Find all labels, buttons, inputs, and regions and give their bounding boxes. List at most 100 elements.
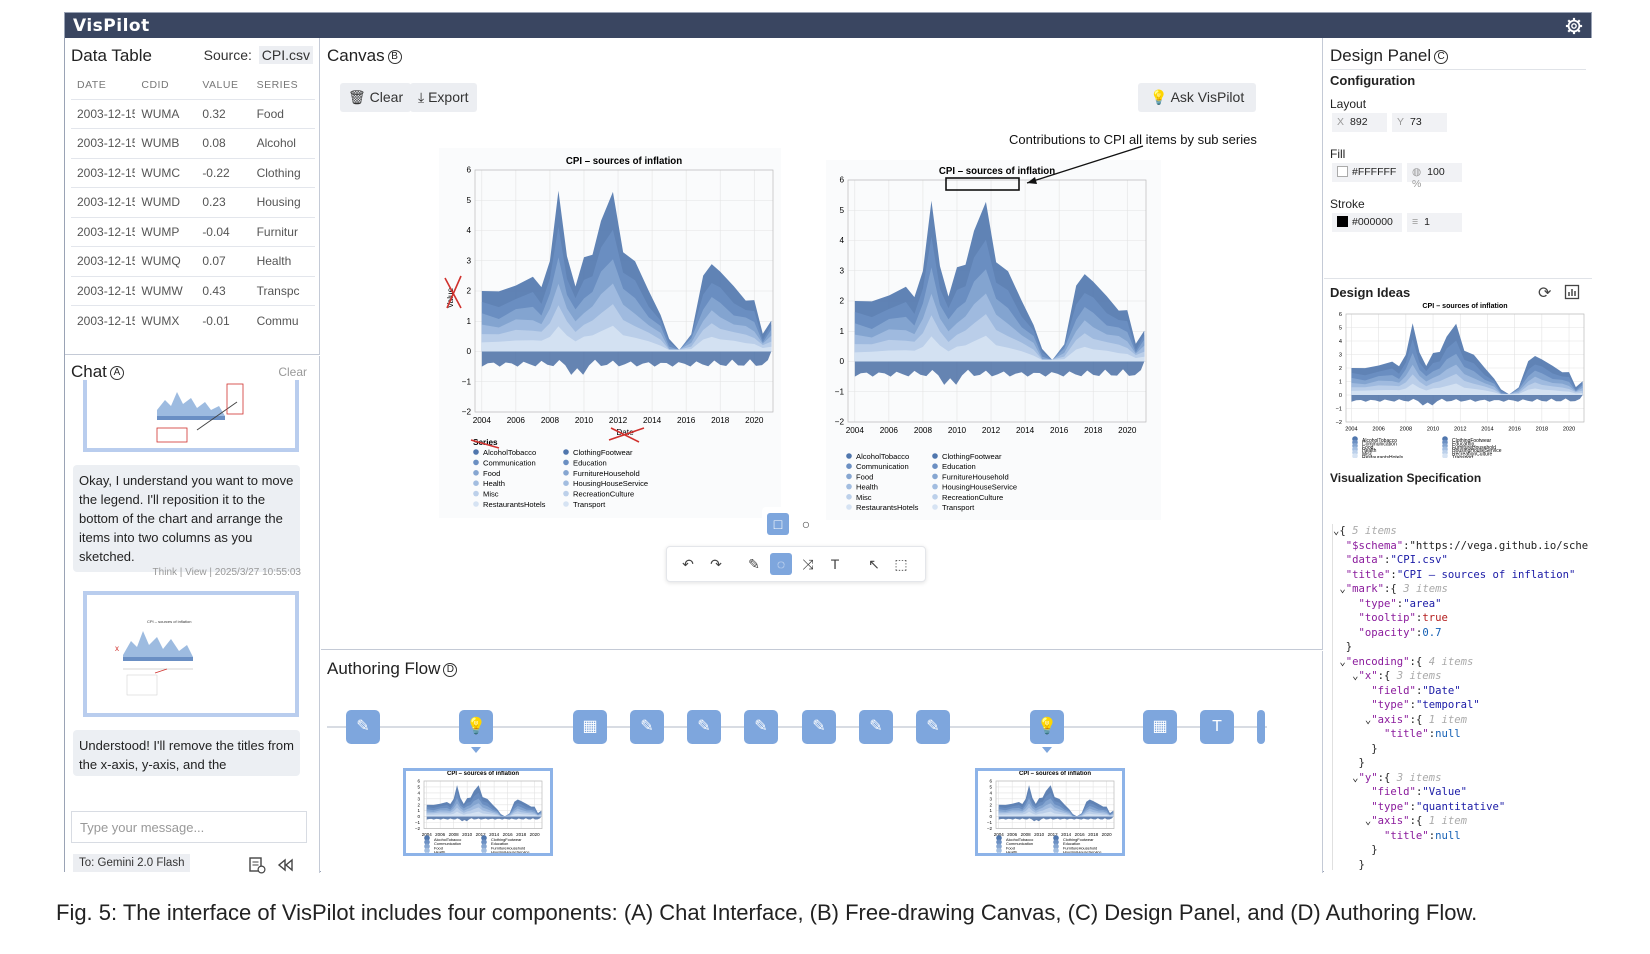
square-icon[interactable]: □: [767, 513, 789, 535]
stroke-swatch[interactable]: [1337, 216, 1348, 227]
export-button[interactable]: ⤓ Export: [410, 83, 477, 112]
x-tick-label: 2012: [609, 416, 628, 425]
area-series-layer: [854, 335, 1145, 362]
x-tick-label: 2006: [1007, 832, 1018, 837]
legend-item: Communication: [483, 458, 536, 467]
y-tick-label: 0: [417, 814, 420, 819]
legend-item: FurnitureHousehold: [491, 845, 525, 850]
ask-vispilot-button[interactable]: 💡 Ask VisPilot: [1138, 83, 1257, 112]
gear-icon[interactable]: [1565, 17, 1583, 35]
ask-vispilot-label: Ask VisPilot: [1170, 89, 1245, 105]
flow-node-pen-icon[interactable]: ✎: [859, 710, 893, 744]
model-selector[interactable]: To: Gemini 2.0 Flash: [73, 854, 191, 872]
design-idea-preview[interactable]: CPI – sources of inflation6543210−1−2200…: [1330, 300, 1588, 458]
rewind-icon[interactable]: [276, 857, 294, 873]
refresh-icon[interactable]: ⟳: [1538, 285, 1552, 302]
chat-title-text: Chat: [71, 362, 107, 381]
column-header[interactable]: VALUE: [202, 79, 239, 92]
x-tick-label: 2018: [516, 832, 527, 837]
table-row[interactable]: 2003-12-15 WUMW 0.43 Transpc: [71, 275, 315, 306]
flow-thumbnail-chart: CPI – sources of inflation6543210−1−2200…: [987, 771, 1115, 863]
circle-icon[interactable]: ○: [801, 516, 811, 532]
fill-opacity-field[interactable]: ◍ 100 %: [1407, 163, 1462, 190]
canvas-chart-original[interactable]: CPI – sources of inflation6543210−1−2200…: [439, 148, 781, 518]
stroke-width-value: 1: [1424, 216, 1430, 228]
flow-node-bulb-icon[interactable]: 💡: [459, 710, 493, 744]
flow-node-chart-add-icon[interactable]: ▦: [573, 710, 607, 744]
column-header[interactable]: DATE: [77, 79, 107, 92]
chat-input[interactable]: Type your message...: [71, 811, 307, 843]
area-series-negative: [998, 816, 1114, 822]
shuffle-icon[interactable]: ⤨: [802, 556, 814, 572]
stroke-color-field[interactable]: #000000: [1332, 213, 1402, 232]
x-tick-label: 2014: [1061, 832, 1072, 837]
y-tick-label: 3: [989, 796, 992, 801]
undo-icon[interactable]: ↶: [682, 556, 694, 572]
flow-thumbnail[interactable]: CPI – sources of inflation 6 5 4 3 2 1 0 −1 −2 200…: [403, 768, 553, 863]
design-marker: C: [1434, 50, 1449, 64]
clear-button[interactable]: 🗑 Clear: [340, 83, 412, 112]
y-tick-label: 3: [1339, 352, 1342, 358]
vega-spec-viewer[interactable]: ⌄{ 5 items "$schema":"https://vega.githu…: [1332, 524, 1588, 870]
data-table: DATE CDID VALUE SERIES 2003-12-15 WUMA 0.32 Fo…: [71, 72, 315, 335]
fill-swatch[interactable]: [1337, 166, 1348, 177]
x-tick-label: 2006: [507, 416, 526, 425]
layout-x-field[interactable]: X 892: [1332, 113, 1387, 132]
canvas-annotation-text[interactable]: Contributions to CPI all items by sub se…: [1009, 132, 1257, 147]
chart-title: CPI – sources of inflation: [566, 156, 682, 167]
table-row[interactable]: 2003-12-15 WUMB 0.08 Alcohol: [71, 128, 315, 158]
canvas-chart-edited[interactable]: CPI – sources of inflation6543210−1−2200…: [826, 160, 1161, 520]
table-row[interactable]: 2003-12-15 WUMA 0.32 Food: [71, 98, 315, 129]
pointer-icon[interactable]: ↖: [868, 556, 880, 572]
flow-thumbnail[interactable]: CPI – sources of inflation 6 5 4 3 2 1 0 −1 −2 200…: [975, 768, 1125, 863]
flow-node-text-icon[interactable]: T: [1200, 710, 1234, 744]
table-row[interactable]: 2003-12-15 WUMQ 0.07 Health: [71, 246, 315, 276]
flow-node-pen-icon[interactable]: ✎: [802, 710, 836, 744]
spec-line: "field":"Date": [1371, 684, 1461, 697]
x-tick-label: 2004: [846, 426, 865, 435]
flow-node-pen-icon[interactable]: ✎: [346, 710, 380, 744]
pen-icon[interactable]: ✎: [748, 556, 760, 572]
spec-label: Visualization Specification: [1330, 471, 1482, 485]
legend-item: Health: [1006, 850, 1017, 853]
table-cell: Transpc: [250, 275, 315, 306]
table-row[interactable]: 2003-12-15 WUMD 0.23 Housing: [71, 187, 315, 217]
table-row[interactable]: 2003-12-15 WUMX -0.01 Commu: [71, 305, 315, 335]
flow-node-pen-icon[interactable]: ✎: [630, 710, 664, 744]
redo-icon[interactable]: ↷: [710, 556, 722, 572]
y-tick-label: −2: [1336, 420, 1342, 426]
column-header[interactable]: SERIES: [256, 79, 299, 92]
chat-sketch-thumbnail[interactable]: [83, 380, 299, 452]
text-icon[interactable]: T: [830, 556, 840, 572]
legend-item: Misc: [483, 490, 499, 499]
canvas-panel[interactable]: Canvas B 🗑 Clear ⤓ Export 💡 Ask VisPilot …: [321, 38, 1323, 650]
sketch-strike-y-title: [444, 275, 462, 309]
flow-node-bulb-icon[interactable]: 💡: [1030, 710, 1064, 744]
stroke-width-field[interactable]: ≡ 1: [1407, 213, 1462, 232]
send-icon[interactable]: [248, 856, 266, 874]
flow-node-partial[interactable]: [1257, 710, 1265, 744]
chart-add-icon[interactable]: [1564, 284, 1580, 300]
flow-node-pen-icon[interactable]: ✎: [744, 710, 778, 744]
legend-swatch: [846, 504, 852, 510]
fill-color-field[interactable]: #FFFFFF: [1332, 163, 1402, 182]
canvas-title: Canvas B: [327, 46, 402, 66]
y-tick-label: 0: [1339, 393, 1342, 399]
table-cell: Alcohol: [250, 128, 315, 158]
table-row[interactable]: 2003-12-15 WUMP -0.04 Furnitur: [71, 216, 315, 247]
chat-clear-button[interactable]: Clear: [278, 365, 307, 379]
flow-node-pen-icon[interactable]: ✎: [687, 710, 721, 744]
table-row[interactable]: 2003-12-15 WUMC -0.22 Clothing: [71, 157, 315, 188]
flow-node-chart-add-icon[interactable]: ▦: [1143, 710, 1177, 744]
table-cell: -0.04: [196, 216, 251, 247]
chat-sketch-thumbnail-2[interactable]: CPI – sources of inflation x: [83, 591, 299, 717]
lasso-icon[interactable]: ◌: [770, 553, 792, 575]
column-header[interactable]: CDID: [141, 79, 170, 92]
flow-node-pen-icon[interactable]: ✎: [916, 710, 950, 744]
x-tick-label: 2008: [1400, 427, 1412, 433]
source-file[interactable]: CPI.csv: [258, 46, 313, 64]
layout-y-field[interactable]: Y 73: [1392, 113, 1447, 132]
marquee-icon[interactable]: ⬚: [894, 556, 908, 572]
table-cell: 0.23: [196, 187, 251, 217]
spec-line: "type":"temporal": [1371, 699, 1480, 711]
